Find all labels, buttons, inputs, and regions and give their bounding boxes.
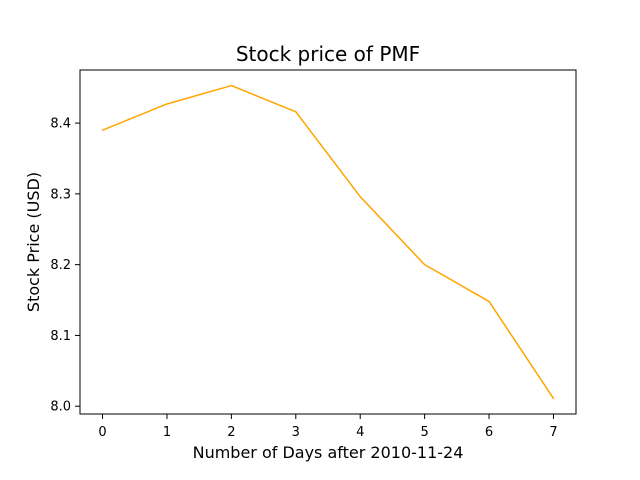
x-tick-label: 1 (163, 425, 171, 440)
plot-area-frame (79, 69, 577, 415)
x-tick-label: 3 (292, 425, 300, 440)
x-axis: 0 1 2 3 4 5 6 7 (98, 414, 558, 440)
y-tick-label: 8.3 (50, 187, 71, 202)
y-axis: 8.0 8.1 8.2 8.3 8.4 (50, 117, 80, 415)
x-tick-label: 4 (356, 425, 364, 440)
y-tick-label: 8.2 (50, 258, 71, 273)
series-layer (101, 84, 555, 400)
y-tick-label: 8.4 (50, 117, 71, 132)
x-tick-label: 6 (485, 425, 493, 440)
y-tick-label: 8.1 (50, 329, 71, 344)
x-tick-label: 2 (227, 425, 235, 440)
series-line-0 (101, 84, 555, 400)
x-axis-label: Number of Days after 2010-11-24 (193, 443, 464, 462)
x-tick-label: 0 (98, 425, 106, 440)
x-tick-label: 7 (549, 425, 557, 440)
chart-title: Stock price of PMF (236, 42, 420, 66)
y-tick-label: 8.0 (50, 400, 71, 415)
y-axis-label: Stock Price (USD) (24, 172, 43, 312)
x-tick-label: 5 (420, 425, 428, 440)
